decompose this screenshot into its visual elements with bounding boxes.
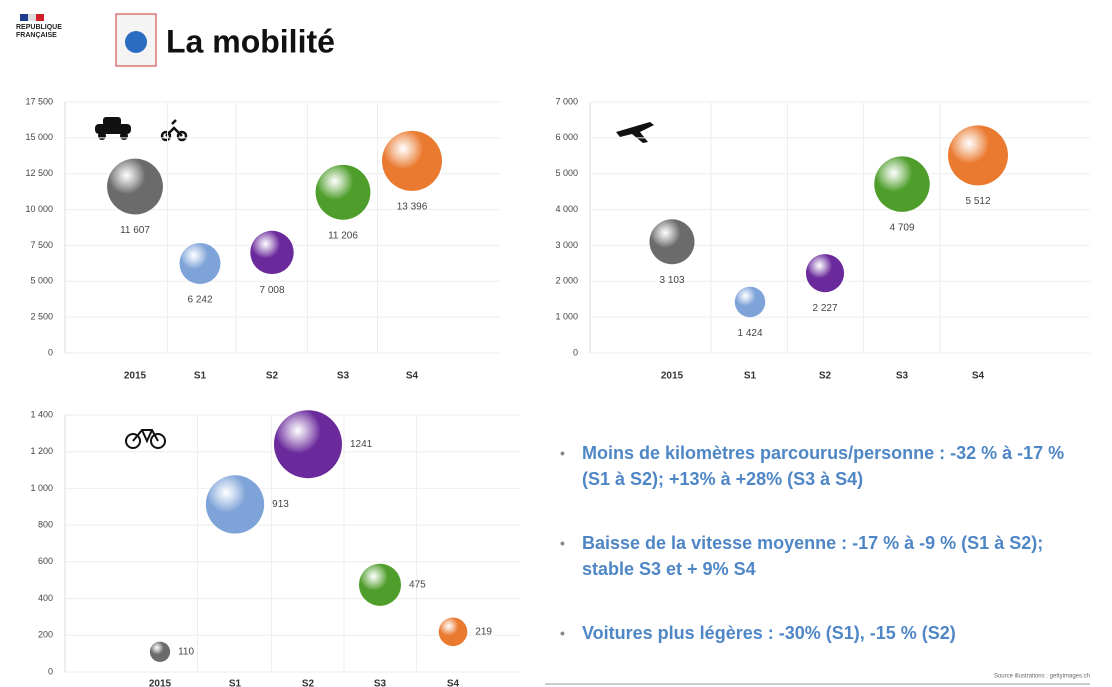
bullet-dot: • — [560, 625, 565, 641]
y-tick-label: 0 — [48, 666, 53, 676]
data-label: 11 206 — [328, 230, 358, 241]
bubble — [179, 242, 221, 284]
bubble — [874, 156, 930, 212]
y-tick-label: 0 — [48, 347, 53, 357]
x-tick-label: 2015 — [124, 371, 147, 382]
y-tick-label: 6 000 — [555, 132, 578, 142]
flag-blue — [20, 14, 28, 21]
data-label: 2 227 — [812, 303, 837, 314]
bullet: • Baisse de la vitesse moyenne : -17 % à … — [560, 530, 1082, 582]
data-label: 3 103 — [659, 275, 684, 286]
y-tick-label: 7 500 — [30, 240, 53, 250]
y-tick-label: 7 000 — [555, 96, 578, 106]
logo-text: RÉPUBLIQUE FRANÇAISE — [16, 24, 62, 39]
y-tick-label: 1 000 — [30, 483, 53, 493]
data-label: 1 424 — [737, 328, 762, 339]
y-tick-label: 200 — [38, 630, 53, 640]
flag-red — [36, 14, 44, 21]
data-label: 6 242 — [187, 295, 212, 306]
data-label: 5 512 — [965, 196, 990, 207]
x-tick-label: 2015 — [661, 371, 684, 382]
y-tick-label: 5 000 — [555, 168, 578, 178]
bullet: • Voitures plus légères : -30% (S1), -15 … — [560, 620, 1082, 646]
x-tick-label: S3 — [374, 679, 387, 687]
bubble — [107, 158, 163, 215]
y-tick-label: 10 000 — [25, 204, 53, 214]
x-tick-label: S3 — [337, 371, 350, 382]
bubble — [382, 130, 442, 191]
x-tick-label: S1 — [744, 371, 757, 382]
data-label: 913 — [272, 499, 289, 510]
x-tick-label: S2 — [819, 371, 832, 382]
y-tick-label: 0 — [573, 347, 578, 357]
y-tick-label: 1 000 — [555, 312, 578, 322]
bubble — [438, 617, 468, 647]
y-tick-label: 800 — [38, 520, 53, 530]
moto-icon — [160, 119, 188, 142]
x-tick-label: S4 — [406, 371, 419, 382]
bullet: • Moins de kilomètres parcourus/personne … — [560, 440, 1082, 492]
bubble — [805, 254, 845, 293]
ademe-logo-circle — [125, 31, 147, 53]
y-tick-label: 15 000 — [25, 132, 53, 142]
data-label: 4 709 — [889, 223, 914, 234]
y-tick-label: 4 000 — [555, 204, 578, 214]
data-label: 1241 — [350, 439, 373, 450]
x-tick-label: S3 — [896, 371, 909, 382]
data-label: 110 — [178, 646, 194, 657]
data-label: 11 607 — [120, 225, 150, 236]
y-tick-label: 2 500 — [30, 312, 53, 322]
bubble — [649, 219, 695, 265]
bubble — [205, 475, 265, 534]
x-tick-label: S4 — [972, 371, 985, 382]
x-tick-label: S1 — [194, 371, 207, 382]
bullet-text: Baisse de la vitesse moyenne : -17 % à -… — [582, 533, 1044, 579]
x-tick-label: S4 — [447, 679, 460, 687]
bubble — [250, 230, 294, 275]
car-icon — [95, 117, 131, 140]
y-tick-label: 1 200 — [30, 446, 53, 456]
bubble — [358, 563, 402, 606]
y-tick-label: 1 400 — [30, 409, 53, 419]
data-label: 13 396 — [397, 202, 428, 213]
flag-white — [28, 14, 36, 21]
bullet-text: Moins de kilomètres parcourus/personne :… — [582, 443, 1065, 489]
y-tick-label: 400 — [38, 593, 53, 603]
x-tick-label: S2 — [302, 679, 315, 687]
bubble — [149, 641, 171, 662]
logo-box: RÉPUBLIQUE FRANÇAISE — [16, 24, 62, 39]
data-label: 219 — [475, 626, 492, 637]
y-tick-label: 5 000 — [30, 276, 53, 286]
data-label: 475 — [409, 579, 426, 590]
data-label: 7 008 — [259, 285, 284, 296]
bullet-text: Voitures plus légères : -30% (S1), -15 %… — [582, 623, 956, 643]
bullet-dot: • — [560, 445, 565, 461]
x-tick-label: S1 — [229, 679, 242, 687]
source: Source illustrations : gettyimages.ch — [994, 674, 1090, 680]
x-tick-label: S2 — [266, 371, 279, 382]
bubble — [734, 286, 766, 318]
bullet-dot: • — [560, 535, 565, 551]
y-tick-label: 3 000 — [555, 240, 578, 250]
bubble — [948, 125, 1008, 186]
bike-icon — [125, 429, 166, 449]
bubble — [315, 164, 371, 220]
y-tick-label: 12 500 — [25, 168, 53, 178]
y-tick-label: 600 — [38, 556, 53, 566]
y-tick-label: 17 500 — [25, 96, 53, 106]
plane-icon — [616, 122, 654, 143]
x-tick-label: 2015 — [149, 679, 172, 687]
bubble — [274, 410, 342, 479]
slide-title: La mobilité — [166, 23, 335, 59]
y-tick-label: 2 000 — [555, 276, 578, 286]
